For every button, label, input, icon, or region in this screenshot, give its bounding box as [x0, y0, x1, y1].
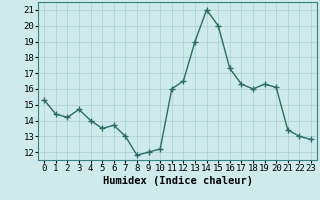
X-axis label: Humidex (Indice chaleur): Humidex (Indice chaleur)	[103, 176, 252, 186]
